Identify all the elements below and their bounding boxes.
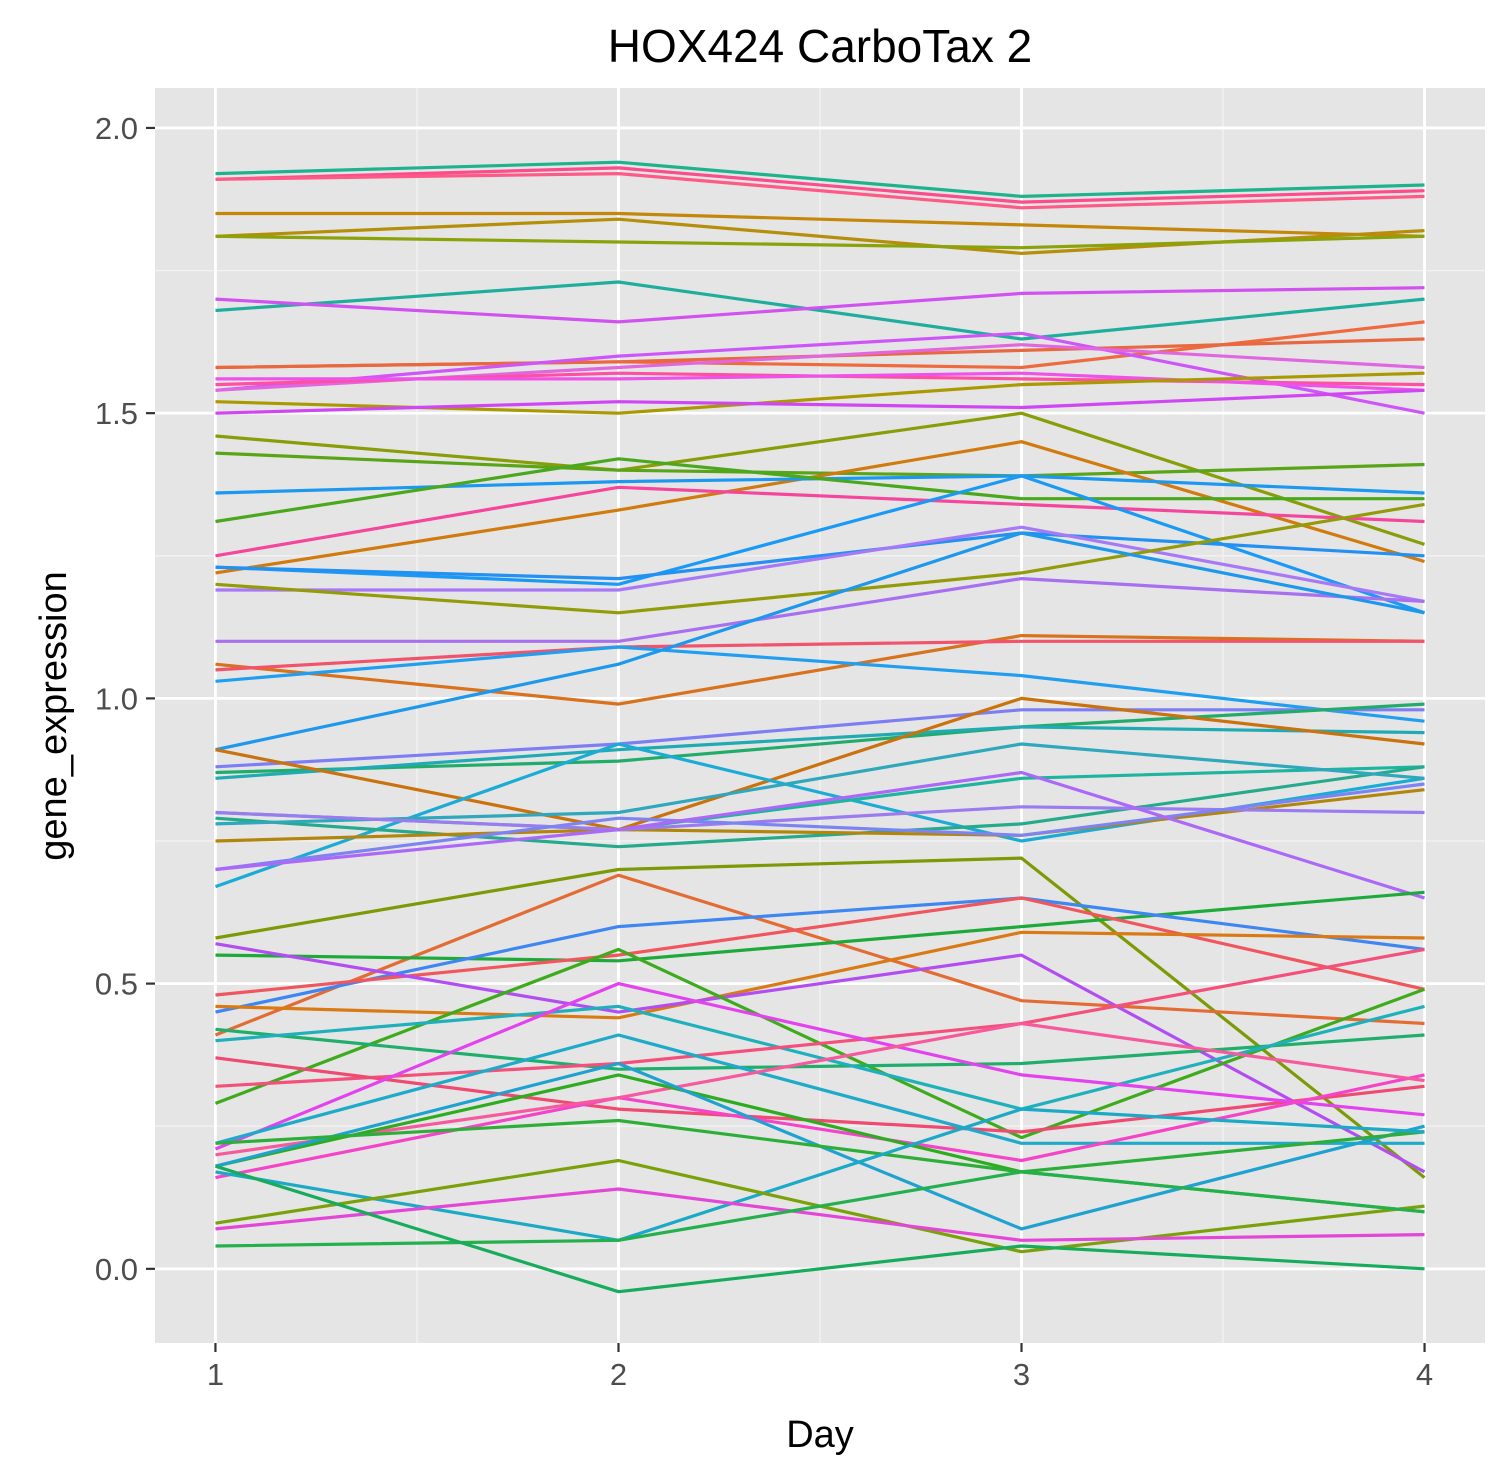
chart-title: HOX424 CarboTax 2 [608,20,1032,72]
y-tick-label: 1.5 [95,396,138,431]
series-line [215,782,1425,872]
y-axis-title: gene_expression [33,571,75,860]
series-line [215,576,1425,643]
y-tick-label: 1.0 [95,681,138,716]
series-line [215,451,1425,478]
series-line [215,1118,1425,1174]
series-line [215,639,1425,672]
series-line [215,1056,1425,1134]
series-line [215,645,1425,723]
series-line [215,633,1425,706]
series-line [215,1170,1425,1248]
series-line [215,1033,1425,1145]
series-line [215,1021,1425,1157]
series-line [215,485,1425,558]
series-line [215,388,1425,415]
series-line [215,160,1425,198]
x-axis-title: Day [786,1414,854,1456]
series-line [215,172,1425,210]
series-line [215,1004,1425,1111]
series-line [215,1164,1425,1294]
y-axis: 0.0 0.5 1.0 1.5 2.0 [95,111,155,1287]
series-line [215,211,1425,238]
series-line [215,280,1425,341]
series-line [215,702,1425,775]
series-line [215,742,1425,826]
series-line [215,531,1425,581]
series-line [215,788,1425,843]
y-tick-label: 0.5 [95,967,138,1002]
series-line [215,1027,1425,1071]
series-line [214,873,1425,1037]
series-line [215,1073,1425,1180]
x-tick-label: 3 [1013,1357,1030,1392]
series-line [215,411,1425,546]
series-line [215,896,1425,1014]
series-line [215,457,1425,524]
series-line [215,896,1425,997]
series-line [215,696,1425,832]
series-line [215,234,1425,250]
series-lines [214,160,1426,1294]
series-line [215,525,1425,603]
x-tick-label: 2 [610,1357,627,1392]
series-line [215,1107,1425,1242]
series-line [215,371,1425,392]
series-line [215,166,1425,204]
series-line [215,286,1425,324]
series-line [215,770,1425,900]
series-line [214,981,1425,1151]
series-line [215,947,1425,1088]
series-line [215,440,1425,575]
x-axis: 1 2 3 4 [207,1343,1433,1392]
series-line [215,708,1425,769]
series-line [215,531,1425,752]
series-line [215,856,1426,1179]
series-line [215,765,1425,849]
series-line [215,331,1425,415]
series-line [215,502,1425,615]
y-tick-label: 0.0 [95,1252,138,1287]
series-line [215,1187,1425,1242]
series-line [215,890,1425,963]
major-gridlines [155,88,1485,1343]
x-tick-label: 4 [1416,1357,1433,1392]
series-line [215,725,1425,780]
y-tick-label: 2.0 [95,111,138,146]
series-line [215,930,1425,1020]
x-tick-label: 1 [207,1357,224,1392]
